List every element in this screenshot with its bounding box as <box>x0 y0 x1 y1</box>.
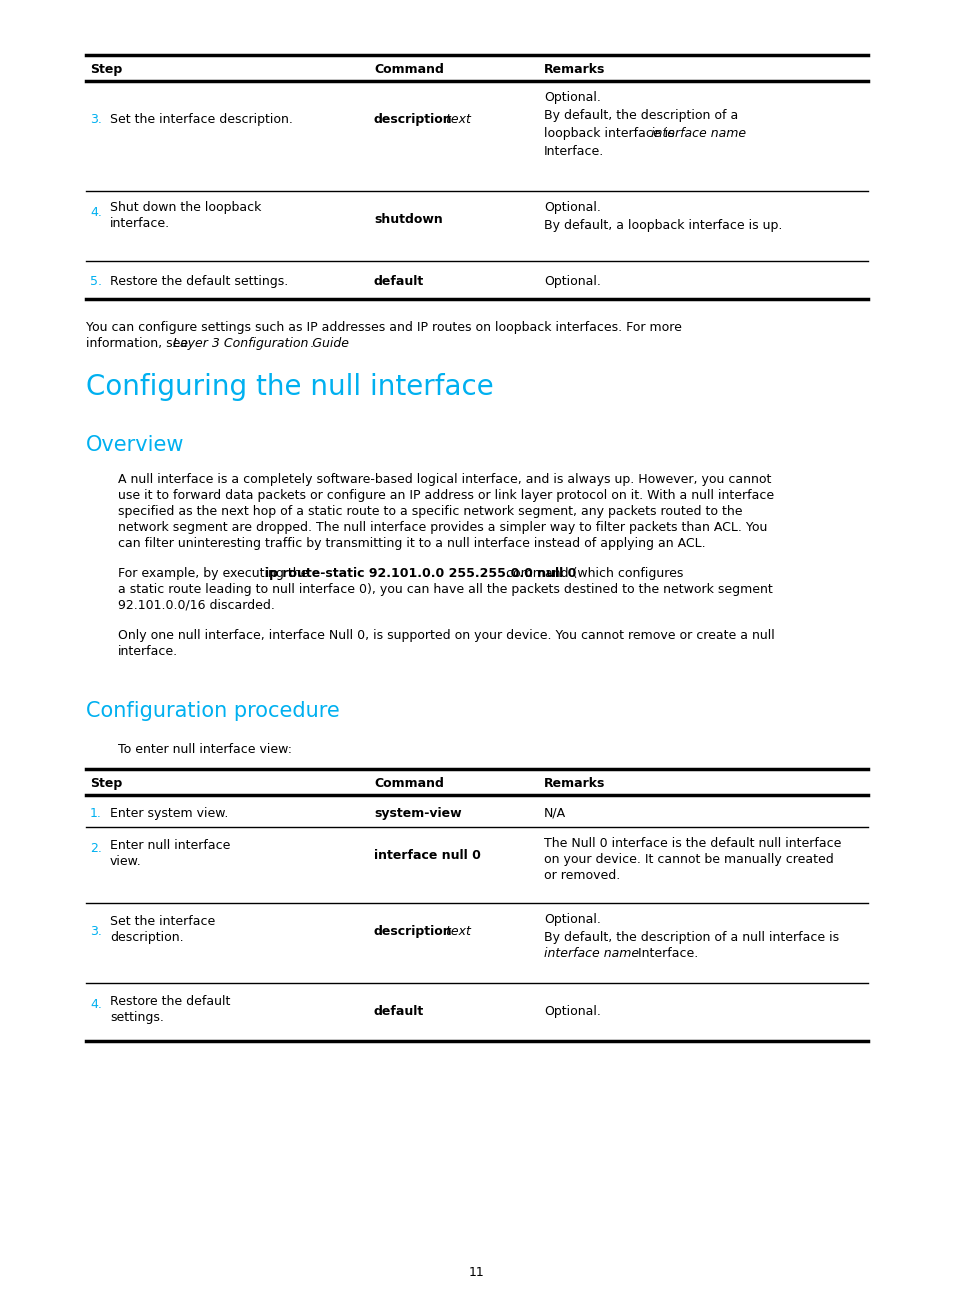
Text: Overview: Overview <box>86 435 184 455</box>
Text: By default, the description of a null interface is: By default, the description of a null in… <box>543 931 839 943</box>
Text: default: default <box>374 1004 424 1017</box>
Text: Optional.: Optional. <box>543 1004 600 1017</box>
Text: a static route leading to null interface 0), you can have all the packets destin: a static route leading to null interface… <box>118 583 772 596</box>
Text: Restore the default: Restore the default <box>110 995 230 1008</box>
Text: Step: Step <box>90 778 122 791</box>
Text: 5.: 5. <box>90 275 102 288</box>
Text: interface name: interface name <box>543 947 639 960</box>
Text: Optional.: Optional. <box>543 201 600 214</box>
Text: on your device. It cannot be manually created: on your device. It cannot be manually cr… <box>543 853 833 866</box>
Text: For example, by executing the: For example, by executing the <box>118 568 312 581</box>
Text: settings.: settings. <box>110 1011 164 1024</box>
Text: N/A: N/A <box>543 807 565 820</box>
Text: 92.101.0.0/16 discarded.: 92.101.0.0/16 discarded. <box>118 599 274 612</box>
Text: Interface.: Interface. <box>634 947 698 960</box>
Text: The Null 0 interface is the default null interface: The Null 0 interface is the default null… <box>543 837 841 850</box>
Text: Configuration procedure: Configuration procedure <box>86 701 339 721</box>
Text: Configuring the null interface: Configuring the null interface <box>86 373 494 400</box>
Text: description: description <box>374 113 452 126</box>
Text: interface null 0: interface null 0 <box>374 849 480 862</box>
Text: To enter null interface view:: To enter null interface view: <box>118 743 292 756</box>
Text: Set the interface: Set the interface <box>110 915 215 928</box>
Text: By default, a loopback interface is up.: By default, a loopback interface is up. <box>543 219 781 232</box>
Text: information, see: information, see <box>86 337 192 350</box>
Text: or removed.: or removed. <box>543 870 619 883</box>
Text: Layer 3 Configuration Guide: Layer 3 Configuration Guide <box>172 337 349 350</box>
Text: Optional.: Optional. <box>543 91 600 104</box>
Text: Optional.: Optional. <box>543 275 600 288</box>
Text: 3.: 3. <box>90 925 102 938</box>
Text: network segment are dropped. The null interface provides a simpler way to filter: network segment are dropped. The null in… <box>118 521 766 534</box>
Text: 2.: 2. <box>90 842 102 855</box>
Text: 3.: 3. <box>90 113 102 126</box>
Text: use it to forward data packets or configure an IP address or link layer protocol: use it to forward data packets or config… <box>118 489 773 502</box>
Text: 1.: 1. <box>90 807 102 820</box>
Text: Command: Command <box>374 64 443 76</box>
Text: ip route-static 92.101.0.0 255.255.0.0 null 0: ip route-static 92.101.0.0 255.255.0.0 n… <box>265 568 576 581</box>
Text: default: default <box>374 275 424 288</box>
Text: can filter uninteresting traffic by transmitting it to a null interface instead : can filter uninteresting traffic by tran… <box>118 537 705 550</box>
Text: system-view: system-view <box>374 807 461 820</box>
Text: interface name: interface name <box>650 127 745 140</box>
Text: Restore the default settings.: Restore the default settings. <box>110 275 288 288</box>
Text: 4.: 4. <box>90 998 102 1011</box>
Text: 4.: 4. <box>90 206 102 219</box>
Text: Optional.: Optional. <box>543 912 600 927</box>
Text: interface.: interface. <box>110 216 170 229</box>
Text: text: text <box>441 925 471 938</box>
Text: text: text <box>441 113 471 126</box>
Text: description.: description. <box>110 931 183 943</box>
Text: command (which configures: command (which configures <box>501 568 682 581</box>
Text: description: description <box>374 925 452 938</box>
Text: view.: view. <box>110 855 142 868</box>
Text: 11: 11 <box>469 1266 484 1279</box>
Text: Command: Command <box>374 778 443 791</box>
Text: Step: Step <box>90 64 122 76</box>
Text: Set the interface description.: Set the interface description. <box>110 113 293 126</box>
Text: loopback interface is: loopback interface is <box>543 127 678 140</box>
Text: You can configure settings such as IP addresses and IP routes on loopback interf: You can configure settings such as IP ad… <box>86 321 681 334</box>
Text: specified as the next hop of a static route to a specific network segment, any p: specified as the next hop of a static ro… <box>118 505 741 518</box>
Text: Enter system view.: Enter system view. <box>110 807 228 820</box>
Text: Remarks: Remarks <box>543 64 605 76</box>
Text: shutdown: shutdown <box>374 213 442 226</box>
Text: By default, the description of a: By default, the description of a <box>543 109 738 122</box>
Text: Interface.: Interface. <box>543 145 603 158</box>
Text: .: . <box>310 337 314 350</box>
Text: Only one null interface, interface Null 0, is supported on your device. You cann: Only one null interface, interface Null … <box>118 629 774 642</box>
Text: Enter null interface: Enter null interface <box>110 839 230 851</box>
Text: interface.: interface. <box>118 645 178 658</box>
Text: Remarks: Remarks <box>543 778 605 791</box>
Text: A null interface is a completely software-based logical interface, and is always: A null interface is a completely softwar… <box>118 473 771 486</box>
Text: Shut down the loopback: Shut down the loopback <box>110 201 261 214</box>
